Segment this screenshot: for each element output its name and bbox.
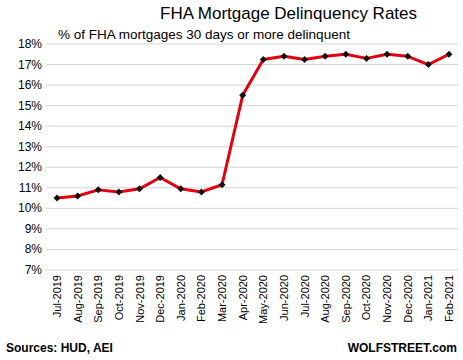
grid-line	[46, 187, 458, 188]
x-tick-label: May-2020	[257, 275, 269, 324]
y-tick-label: 18%	[18, 37, 42, 51]
marker	[384, 51, 391, 58]
marker	[363, 55, 370, 62]
grid-line	[46, 85, 458, 86]
watermark: WOLFSTREET.com	[348, 341, 457, 355]
chart: FHA Mortgage Delinquency Rates % of FHA m…	[0, 0, 463, 360]
x-tick-label: Jul-2019	[51, 275, 63, 317]
x-axis: Jul-2019 Aug-2019 Sep-2019 Oct-2019 Nov-2019…	[51, 275, 455, 324]
x-tick-label: Jan-2020	[175, 275, 187, 321]
x-tick-label: Apr-2020	[237, 275, 249, 320]
grid-line	[46, 208, 458, 209]
marker	[404, 53, 411, 60]
grid-line	[46, 146, 458, 147]
line	[57, 54, 449, 198]
grid-line	[46, 64, 458, 65]
grid-line	[46, 167, 458, 168]
y-tick-label: 17%	[18, 58, 42, 72]
plot	[54, 51, 453, 202]
marker	[219, 181, 226, 188]
x-tick-label: Jul-2020	[299, 275, 311, 317]
y-tick-label: 16%	[18, 78, 42, 92]
x-tick-label: Oct-2019	[113, 275, 125, 320]
marker	[446, 51, 453, 58]
y-tick-label: 8%	[25, 242, 43, 256]
y-tick-label: 14%	[18, 119, 42, 133]
marker	[115, 188, 122, 195]
title: FHA Mortgage Delinquency Rates	[160, 4, 417, 23]
marker	[260, 56, 267, 63]
grid-line	[46, 105, 458, 106]
marker	[74, 193, 81, 200]
subtitle: % of FHA mortgages 30 days or more delin…	[58, 27, 350, 42]
y-tick-label: 11%	[19, 181, 42, 195]
marker	[177, 185, 184, 192]
x-tick-label: Jun-2020	[278, 275, 290, 321]
y-tick-label: 12%	[18, 160, 42, 174]
x-tick-label: Nov-2020	[381, 275, 393, 323]
marker	[95, 186, 102, 193]
marker	[136, 185, 143, 192]
x-tick-label: Sep-2019	[92, 275, 104, 323]
marker	[301, 56, 308, 63]
marker	[239, 92, 246, 99]
marker	[280, 53, 287, 60]
x-tick-label: Aug-2019	[72, 275, 84, 323]
y-axis: 7% 8% 9% 10% 11% 12% 13% 14% 15% 16% 17% 18%	[18, 37, 458, 277]
x-tick-label: Dec-2020	[402, 275, 414, 323]
source: Sources: HUD, AEI	[6, 341, 113, 355]
x-tick-label: Oct-2020	[360, 275, 372, 320]
x-tick-label: Aug-2020	[319, 275, 331, 323]
y-tick-label: 10%	[18, 201, 42, 215]
grid-line	[46, 249, 458, 250]
grid-line	[46, 44, 458, 45]
y-tick-label: 13%	[18, 140, 42, 154]
x-tick-label: Dec-2019	[154, 275, 166, 323]
marker	[425, 61, 432, 68]
x-tick-label: Feb-2020	[195, 275, 207, 322]
x-tick-label: Sep-2020	[340, 275, 352, 323]
y-tick-label: 9%	[25, 222, 43, 236]
marker	[342, 51, 349, 58]
x-tick-label: Nov-2019	[134, 275, 146, 323]
y-tick-label: 15%	[18, 99, 42, 113]
x-tick-label: Jan-2021	[422, 275, 434, 321]
grid-line	[46, 126, 458, 127]
background	[0, 0, 463, 360]
marker	[198, 188, 205, 195]
marker	[157, 174, 164, 181]
x-tick-label: Feb-2021	[443, 275, 455, 322]
grid-line	[46, 228, 458, 229]
marker	[322, 53, 329, 60]
grid-line	[46, 270, 458, 271]
y-tick-label: 7%	[25, 263, 43, 277]
marker	[54, 195, 61, 202]
x-tick-label: Mar-2020	[216, 275, 228, 322]
